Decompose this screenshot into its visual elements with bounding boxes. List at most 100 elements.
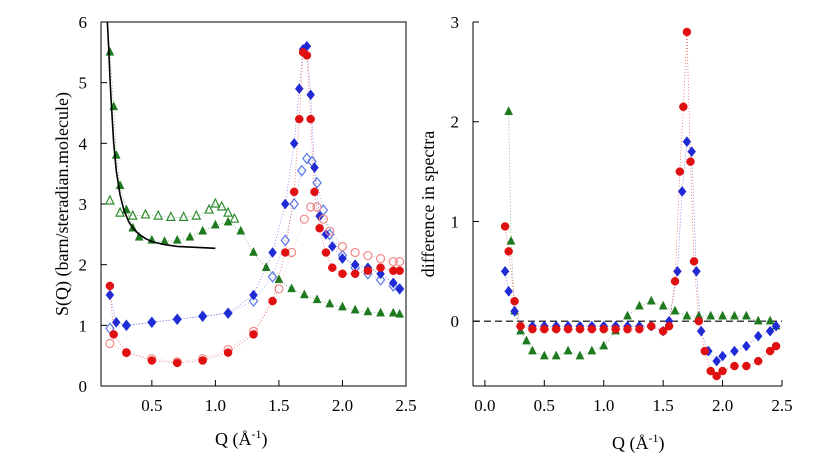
data-point	[223, 216, 233, 226]
y-tick-label: 4	[79, 134, 88, 153]
y-tick-label: 3	[79, 195, 88, 214]
series-4	[105, 202, 405, 367]
data-point	[765, 315, 775, 325]
data-point	[575, 324, 585, 334]
data-point	[325, 226, 335, 236]
data-point	[350, 304, 360, 314]
data-point	[299, 289, 309, 299]
data-point	[249, 289, 258, 301]
data-point	[249, 330, 258, 339]
data-point	[395, 257, 405, 267]
data-point	[706, 366, 715, 376]
data-point	[730, 345, 739, 357]
left-x-tick-labels: 0.5 1.0 1.5 2.0 2.5	[141, 396, 416, 415]
right-data-marks	[500, 27, 781, 381]
data-point	[670, 305, 680, 315]
series-0	[504, 106, 781, 360]
data-point	[363, 306, 373, 316]
data-point	[670, 277, 680, 286]
series-6	[106, 21, 216, 250]
data-point	[388, 257, 398, 267]
data-point	[375, 273, 386, 286]
data-point	[623, 324, 632, 334]
data-point	[712, 355, 721, 367]
data-point	[675, 167, 685, 176]
data-point	[302, 152, 312, 165]
data-point	[634, 300, 644, 310]
y-tick-label: 0	[79, 377, 88, 396]
data-point	[504, 247, 513, 256]
x-tick-label: 1.0	[205, 396, 226, 415]
data-point	[388, 307, 398, 317]
data-point	[310, 162, 319, 174]
data-point	[111, 316, 121, 328]
y-tick-label: 2	[79, 256, 88, 275]
data-point	[635, 324, 644, 334]
data-point	[718, 366, 727, 376]
x-tick-label: 0.5	[141, 396, 162, 415]
data-point	[771, 341, 781, 351]
data-point	[682, 310, 692, 320]
fit-curve-line	[106, 21, 216, 250]
y-tick-label: 2	[451, 113, 460, 132]
data-point	[679, 102, 688, 112]
left-y-tick-labels: 0 1 2 3 4 5 6	[79, 13, 88, 396]
data-point	[325, 298, 335, 308]
data-point	[249, 246, 258, 256]
data-point	[506, 235, 516, 245]
data-point	[289, 137, 299, 149]
data-point	[111, 149, 121, 159]
data-point	[294, 83, 304, 95]
data-point	[363, 250, 373, 261]
series-connector	[109, 51, 400, 364]
data-point	[198, 225, 208, 235]
x-tick-label: 2.5	[771, 396, 792, 415]
x-tick-label: 1.5	[653, 396, 674, 415]
right-chart: 0.0 0.5 1.0 1.5 2.0 2.5 0 1 2 3 Q (Å-1) differen…	[418, 13, 793, 454]
data-point	[299, 214, 309, 224]
right-x-axis-label: Q (Å-1)	[612, 431, 665, 454]
data-point	[338, 301, 347, 311]
data-point	[185, 231, 195, 241]
left-y-axis-label: S(Q) (barn/steradian.molecule)	[52, 92, 73, 316]
data-point	[540, 324, 549, 334]
data-point	[268, 296, 277, 306]
x-tick-label: 0.0	[474, 396, 495, 415]
data-point	[350, 259, 360, 271]
data-point	[198, 310, 207, 322]
data-point	[504, 285, 513, 297]
data-point	[712, 371, 721, 381]
data-point	[312, 294, 322, 304]
data-point	[172, 234, 182, 244]
data-point	[115, 206, 126, 217]
data-point	[673, 265, 682, 277]
data-point	[127, 209, 138, 220]
data-point	[280, 234, 291, 247]
x-tick-label: 1.5	[268, 396, 289, 415]
data-point	[236, 225, 246, 235]
data-point	[105, 46, 115, 56]
data-point	[248, 295, 259, 308]
series-connector	[109, 206, 400, 363]
data-point	[274, 284, 284, 294]
data-point	[741, 310, 751, 320]
data-point	[318, 214, 328, 224]
x-tick-label: 2.0	[332, 396, 353, 415]
data-point	[350, 269, 360, 279]
data-point	[274, 274, 284, 284]
data-point	[327, 241, 337, 252]
data-point	[302, 51, 312, 60]
data-point	[587, 345, 597, 355]
data-point	[105, 281, 115, 291]
data-point	[730, 361, 739, 371]
data-point	[694, 316, 704, 326]
data-point	[686, 157, 695, 166]
data-point	[261, 262, 271, 271]
data-point	[287, 283, 297, 293]
data-point	[563, 345, 573, 355]
data-point	[706, 310, 716, 320]
data-point	[692, 265, 701, 277]
data-point	[337, 241, 348, 252]
data-point	[563, 324, 573, 334]
left-x-axis-label: Q (Å-1)	[215, 427, 268, 450]
